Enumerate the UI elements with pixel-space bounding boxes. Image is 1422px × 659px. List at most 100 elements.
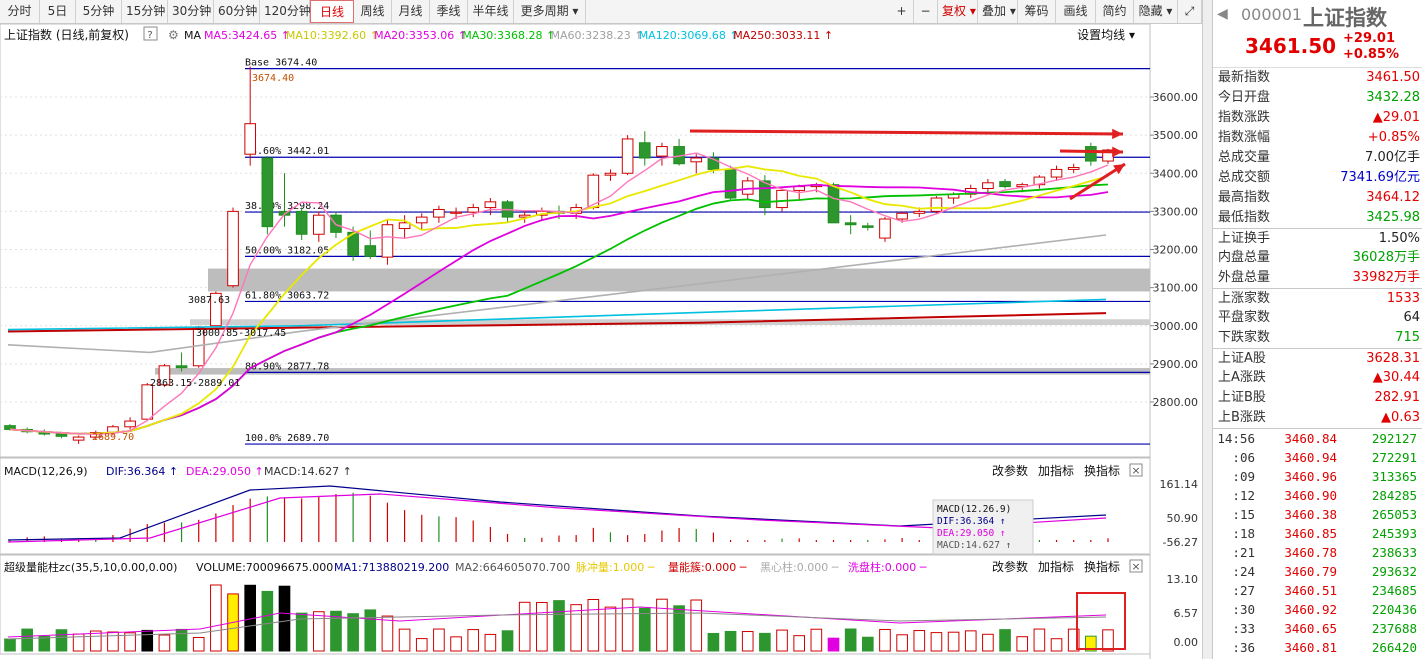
stat-label: 总成交量 [1218, 150, 1271, 165]
volume-bar [930, 632, 943, 652]
stat-label: 内盘总量 [1218, 250, 1271, 265]
volume-bar [724, 630, 737, 652]
candle-body [999, 181, 1011, 188]
quote-panel: ◀ 000001 上证指数 3461.50 +29.01 +0.85% 最新指数… [1212, 0, 1422, 659]
red-arrow-icon-head [1112, 128, 1123, 140]
candle-body [55, 433, 68, 437]
price-note: 2863.15-2889.01 [150, 378, 240, 389]
macd-btn-2: 换指标 [1084, 463, 1120, 478]
tick-cell: :33 [1232, 621, 1255, 636]
volume-bar [312, 611, 325, 652]
candle-body [982, 182, 994, 189]
stat-row-c-0: 上涨家数 1533 [1213, 288, 1422, 308]
volume-axis-label: 13.10 [1167, 573, 1199, 586]
volume-extra-3: 洗盘柱:0.000 ─ [848, 560, 927, 574]
volume-bar [999, 629, 1011, 652]
tool-button-3[interactable]: 叠加 ▾ [978, 0, 1018, 23]
candle-body [450, 211, 462, 214]
tick-row: 14:56 3460.84 292127 [1213, 429, 1422, 448]
stat-row-a-5: 总成交额 7341.69亿元 [1213, 168, 1422, 188]
fib-label: 50.00% 3182.05 [245, 245, 329, 256]
volume-ma2-line [7, 612, 1107, 640]
tick-cell: 220436 [1371, 602, 1417, 617]
period-tab-7[interactable]: 日线 [310, 0, 354, 23]
volume-btn-0: 改参数 [992, 559, 1028, 574]
tool-button-4[interactable]: 筹码 [1018, 0, 1056, 23]
stat-value: 7.00亿手 [1365, 150, 1420, 165]
tick-cell: 3460.96 [1284, 469, 1337, 484]
ma-legend-2: MA20:3353.06 ↑ [374, 29, 467, 42]
tool-button-7[interactable]: 隐藏 ▾ [1134, 0, 1178, 23]
period-tab-0[interactable]: 分时 [0, 0, 40, 23]
volume-bar [638, 607, 651, 652]
collapse-arrow-icon[interactable]: ◀ [1217, 6, 1228, 22]
candle-body [398, 222, 411, 230]
period-tab-3[interactable]: 15分钟 [122, 0, 168, 23]
stat-label: 上B涨跌 [1218, 410, 1266, 425]
tool-button-2[interactable]: 复权 ▾ [938, 0, 978, 23]
stat-label: 总成交额 [1218, 170, 1271, 185]
stat-label: 上证换手 [1218, 231, 1271, 246]
volume-title: 超级量能柱zc(35,5,10,0.00,0.00) [4, 560, 177, 574]
volume-btn-2: 换指标 [1084, 559, 1120, 574]
period-tab-6[interactable]: 120分钟 [260, 0, 311, 23]
tool-button-1[interactable]: − [914, 0, 938, 23]
period-tab-2[interactable]: 5分钟 [76, 0, 122, 23]
candle-body [930, 197, 943, 212]
tick-list[interactable]: 14:56 3460.84 292127:06 3460.94 272291:09 346… [1213, 428, 1422, 657]
volume-bar [124, 632, 136, 652]
ma-legend-4: MA60:3238.23 ↑ [551, 29, 644, 42]
maximize-icon[interactable]: ⤢ [1178, 0, 1202, 23]
stat-value: ▲29.01 [1372, 110, 1420, 125]
volume-bar [1016, 636, 1029, 652]
candle-body [72, 436, 85, 441]
volume-bar [656, 598, 668, 652]
candle-body [621, 138, 634, 174]
quote-header: ◀ 000001 上证指数 3461.50 +29.01 +0.85% [1213, 0, 1422, 68]
stat-label: 最新指数 [1218, 70, 1271, 85]
stat-value: 3628.31 [1366, 351, 1420, 366]
period-tab-10[interactable]: 季线 [430, 0, 468, 23]
macd-dea: DEA:29.050 ↑ [186, 465, 264, 478]
volume-bar [1085, 635, 1097, 652]
macd-tooltip-text: MACD:14.627 ↑ [937, 540, 1011, 551]
volume-bar [1033, 628, 1046, 652]
period-tab-12[interactable]: 更多周期 ▾ [514, 0, 586, 23]
period-tab-8[interactable]: 周线 [354, 0, 392, 23]
chart-area[interactable]: 3600.00 3500.00 3400.00 3300.00 3200.00 3100.… [0, 24, 1202, 659]
period-tab-1[interactable]: 5日 [40, 0, 76, 23]
stat-value: 3425.98 [1366, 210, 1420, 225]
macd-axis-label: 161.14 [1160, 478, 1199, 491]
tick-cell: :27 [1232, 583, 1255, 598]
tool-button-5[interactable]: 画线 [1056, 0, 1096, 23]
period-tab-5[interactable]: 60分钟 [214, 0, 260, 23]
volume-bar [604, 606, 617, 652]
ma-legend-5: MA120:3069.68 ↑ [639, 29, 739, 42]
stat-value: 7341.69亿元 [1340, 170, 1420, 185]
panel-splitter[interactable] [1202, 0, 1212, 659]
stat-label: 平盘家数 [1218, 310, 1271, 325]
tick-cell: 245393 [1371, 526, 1417, 541]
period-tab-9[interactable]: 月线 [392, 0, 430, 23]
stat-label: 外盘总量 [1218, 270, 1271, 285]
support-band [208, 268, 1150, 292]
current-price: 3461.50 [1245, 34, 1337, 58]
tool-button-0[interactable]: + [890, 0, 914, 23]
macd-dif: DIF:36.364 ↑ [106, 465, 178, 478]
fib-label: 80.90% 2877.78 [245, 361, 329, 372]
period-tab-4[interactable]: 30分钟 [168, 0, 214, 23]
ma250-line [7, 312, 1107, 333]
tick-cell: 266420 [1371, 640, 1417, 655]
period-tab-11[interactable]: 半年线 [468, 0, 514, 23]
ma5-line [9, 152, 1109, 436]
tick-cell: 3460.79 [1284, 564, 1337, 579]
tick-cell: :15 [1232, 507, 1255, 522]
volume-bar [381, 615, 394, 652]
tool-button-6[interactable]: 简约 [1096, 0, 1134, 23]
price-tick-label: 3300.00 [1153, 205, 1199, 218]
red-arrow-icon-head [1113, 164, 1125, 175]
candle-body [861, 225, 874, 228]
macd-tooltip-text: DIF:36.364 ↑ [937, 516, 1006, 527]
red-arrow-icon [689, 129, 1124, 136]
macd-axis-label: -56.27 [1163, 536, 1198, 549]
